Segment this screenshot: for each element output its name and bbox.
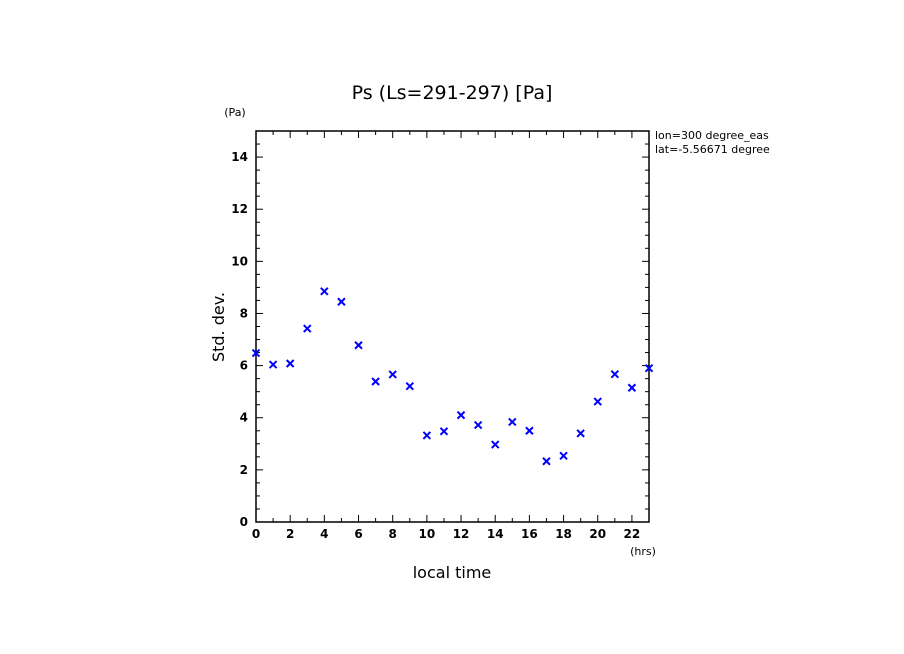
y-tick-label: 14	[231, 150, 248, 164]
data-point-marker	[285, 359, 295, 368]
x-tick-label: 4	[320, 527, 328, 541]
data-point-marker	[439, 427, 449, 436]
x-tick-label: 6	[354, 527, 362, 541]
data-point-marker	[576, 429, 585, 438]
data-point-marker	[337, 297, 346, 306]
x-tick-label: 14	[487, 527, 504, 541]
y-tick-label: 4	[240, 411, 248, 425]
axis-tick-labels: 0 2 4 6 8 10 12 14 16 18 20 22 0 2 4 6 8 10 12 14	[231, 150, 640, 541]
data-point-marker	[525, 426, 534, 435]
data-point-marker	[542, 457, 551, 466]
x-marker-shape	[456, 410, 466, 420]
x-unit-label: (hrs)	[630, 545, 656, 558]
axis-ticks	[255, 130, 650, 523]
x-marker-shape	[593, 397, 602, 406]
data-point-marker	[422, 431, 432, 440]
x-marker-shape	[337, 297, 346, 306]
data-points	[251, 287, 654, 466]
x-marker-shape	[576, 429, 585, 438]
x-tick-label: 16	[521, 527, 538, 541]
y-tick-label: 0	[240, 515, 248, 529]
data-point-marker	[644, 363, 654, 373]
x-tick-label: 12	[453, 527, 470, 541]
data-point-marker	[388, 370, 397, 379]
x-marker-shape	[525, 426, 534, 435]
x-marker-shape	[627, 383, 637, 392]
data-point-marker	[473, 420, 483, 430]
data-point-marker	[320, 287, 329, 296]
x-tick-label: 20	[589, 527, 606, 541]
data-point-marker	[371, 377, 380, 386]
y-tick-label: 8	[240, 306, 248, 320]
x-tick-label: 0	[252, 527, 260, 541]
x-tick-label: 10	[419, 527, 436, 541]
y-tick-label: 2	[240, 463, 248, 477]
x-marker-shape	[285, 359, 295, 368]
y-tick-label: 6	[240, 359, 248, 373]
data-point-marker	[593, 397, 602, 406]
x-marker-shape	[388, 370, 397, 379]
data-point-marker	[610, 369, 620, 379]
data-point-marker	[559, 451, 568, 460]
x-marker-shape	[268, 360, 278, 369]
x-marker-shape	[610, 369, 620, 379]
x-marker-shape	[508, 417, 517, 427]
plot-frame	[255, 130, 650, 523]
y-tick-label: 10	[231, 254, 248, 268]
data-point-marker	[508, 417, 517, 427]
x-tick-label: 2	[286, 527, 294, 541]
annotation-lat: lat=-5.56671 degree	[655, 143, 770, 156]
x-tick-label: 22	[624, 527, 641, 541]
annotation-clip-mask	[780, 125, 904, 165]
x-marker-shape	[439, 427, 449, 436]
y-axis-label: Std. dev.	[209, 292, 228, 362]
chart-title: Ps (Ls=291-297) [Pa]	[352, 82, 553, 104]
x-marker-shape	[644, 363, 654, 373]
x-marker-shape	[491, 440, 500, 449]
data-point-marker	[627, 383, 637, 392]
x-marker-shape	[405, 381, 414, 391]
x-marker-shape	[320, 287, 329, 296]
data-point-marker	[268, 360, 278, 369]
data-point-marker	[491, 440, 500, 449]
data-point-marker	[354, 341, 363, 350]
annotation-lon: lon=300 degree_eas	[655, 129, 769, 142]
data-point-marker	[405, 381, 414, 391]
x-tick-label: 18	[555, 527, 572, 541]
x-marker-shape	[371, 377, 380, 386]
data-point-marker	[456, 410, 466, 420]
x-marker-shape	[354, 341, 363, 350]
x-marker-shape	[559, 451, 568, 460]
y-tick-label: 12	[231, 202, 248, 216]
x-marker-shape	[542, 457, 551, 466]
x-marker-shape	[303, 324, 312, 333]
data-point-marker	[303, 324, 312, 333]
x-marker-shape	[422, 431, 432, 440]
data-point-marker	[251, 348, 261, 358]
x-marker-shape	[251, 348, 261, 358]
x-marker-shape	[473, 420, 483, 430]
x-axis-label: local time	[413, 563, 492, 582]
y-unit-label: (Pa)	[224, 106, 245, 119]
x-tick-label: 8	[389, 527, 397, 541]
